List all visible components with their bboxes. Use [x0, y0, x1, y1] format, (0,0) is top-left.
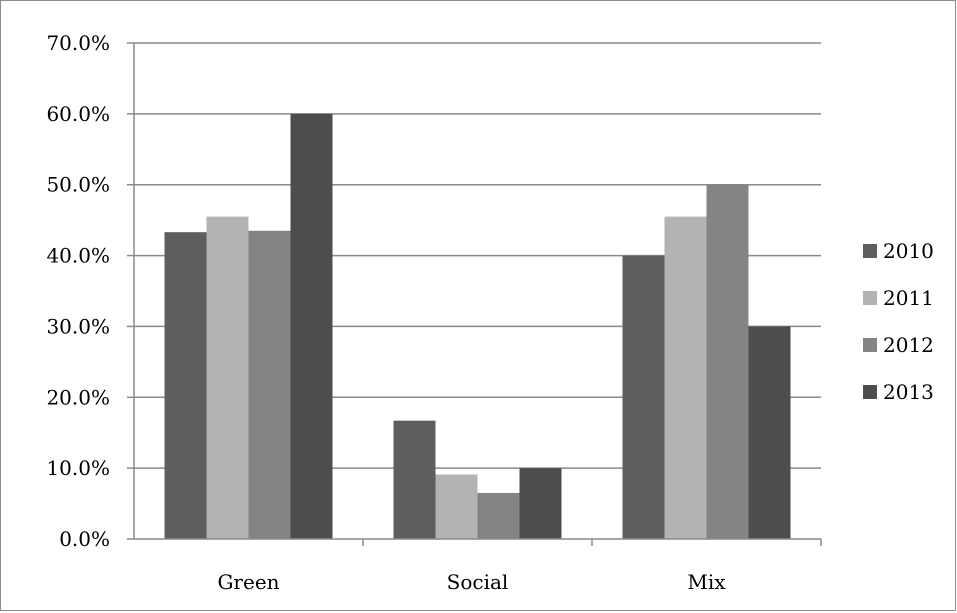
bar-2010-social — [393, 420, 436, 539]
y-tick-label: 40.0% — [46, 244, 110, 268]
bar-2013-green — [290, 113, 333, 539]
legend-swatch — [863, 244, 877, 258]
y-tick-label: 50.0% — [46, 173, 110, 197]
x-category-label: Social — [447, 570, 509, 594]
bar-2013-mix — [748, 326, 791, 539]
y-axis-ticks: 0.0% 10.0% 20.0% 30.0% 40.0% 50.0% 60.0% 70.0% — [46, 31, 110, 551]
bar-2012-mix — [706, 184, 749, 539]
bar-2013-social — [519, 468, 562, 539]
legend: 2010 2011 2012 2013 — [863, 239, 934, 404]
y-tick-label: 70.0% — [46, 31, 110, 55]
bar-2011-social — [435, 474, 478, 539]
x-category-label: Green — [217, 570, 279, 594]
bar-2012-green — [248, 230, 291, 539]
axes — [127, 42, 822, 546]
legend-label: 2011 — [883, 286, 934, 310]
legend-label: 2013 — [883, 380, 934, 404]
y-tick-label: 30.0% — [46, 314, 110, 338]
legend-swatch — [863, 291, 877, 305]
x-category-label: Mix — [687, 570, 726, 594]
bar-2010-mix — [622, 255, 665, 540]
legend-swatch — [863, 338, 877, 352]
legend-label: 2012 — [883, 333, 934, 357]
y-tick-label: 60.0% — [46, 102, 110, 126]
bar-2010-green — [164, 232, 207, 539]
bar-2011-mix — [664, 216, 707, 539]
y-tick-label: 20.0% — [46, 385, 110, 409]
y-tick-label: 10.0% — [46, 456, 110, 480]
legend-swatch — [863, 385, 877, 399]
y-tick-label: 0.0% — [59, 527, 110, 551]
bars — [164, 113, 791, 540]
bar-2012-social — [477, 492, 520, 539]
x-axis-categories: Green Social Mix — [217, 570, 726, 594]
bar-2011-green — [206, 216, 249, 539]
legend-label: 2010 — [883, 239, 934, 263]
